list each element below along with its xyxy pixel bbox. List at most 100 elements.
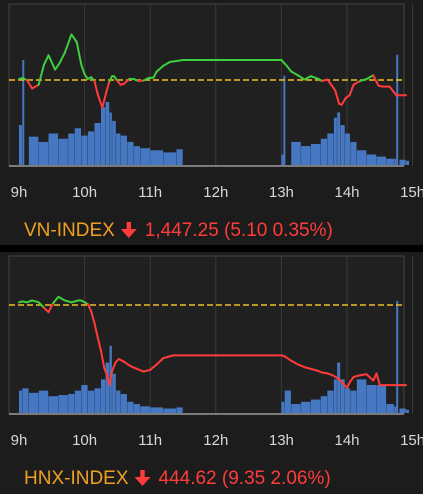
volume-bar <box>281 401 285 413</box>
volume-bar <box>116 133 121 165</box>
price-segment <box>296 363 306 369</box>
price-segment <box>57 295 66 302</box>
volume-bar <box>105 102 110 165</box>
price-segment <box>285 64 293 73</box>
volume-bar <box>340 379 345 413</box>
volume-bars <box>19 54 410 165</box>
hnx-index-chart: 9h 10h 11h 12h 13h 14h 15h HNX-INDEX 444.62 (9.3… <box>8 255 423 489</box>
price-segment <box>70 33 78 43</box>
volume-bar <box>284 390 291 413</box>
volume-bar <box>74 390 82 413</box>
price-segment <box>111 361 117 372</box>
volume-bar <box>301 146 311 165</box>
price-segment <box>93 79 99 96</box>
price-segment <box>63 299 73 304</box>
volume-bar <box>386 404 394 413</box>
x-tick-label-10h: 10h <box>72 432 97 449</box>
volume-bar <box>94 123 101 165</box>
x-tick-label-9h: 9h <box>11 432 28 449</box>
volume-bar <box>58 138 68 165</box>
volume-bar <box>337 362 341 413</box>
price-segment <box>290 359 299 366</box>
price-segment <box>149 363 158 371</box>
price-segment <box>42 306 50 314</box>
price-segment <box>25 79 34 90</box>
price-segment <box>290 70 299 77</box>
volume-bar <box>310 399 321 413</box>
volume-bar <box>366 385 377 413</box>
price-segment <box>142 368 152 373</box>
x-tick-label-15h: 15h <box>400 184 423 201</box>
x-tick-label-10h: 10h <box>72 184 97 201</box>
volume-bar <box>140 148 150 165</box>
price-segment <box>162 354 175 360</box>
x-tick-label-14h: 14h <box>334 432 359 449</box>
volume-bar <box>163 408 177 413</box>
volume-bar <box>281 154 284 165</box>
volume-bar <box>320 396 328 413</box>
x-tick-label-11h: 11h <box>138 184 162 201</box>
volume-bar <box>301 401 311 413</box>
price-segment <box>365 373 375 382</box>
volume-bar <box>291 141 301 165</box>
price-segment <box>309 367 319 372</box>
hnx-index-panel: 9h 10h 11h 12h 13h 14h 15h HNX-INDEX 444.62 (9.3… <box>0 252 423 494</box>
volume-bar <box>109 112 112 165</box>
volume-bar <box>22 388 29 413</box>
x-tick-label-11h: 11h <box>138 432 162 449</box>
down-arrow-icon <box>134 470 151 486</box>
volume-bar <box>176 149 183 165</box>
price-segment <box>101 91 108 109</box>
price-segment <box>105 79 111 94</box>
price-segment <box>365 74 375 81</box>
volume-bar <box>399 408 406 413</box>
volume-bar <box>140 406 150 413</box>
price-segment <box>90 310 96 324</box>
volume-bar <box>327 133 334 165</box>
volume-bar <box>87 131 95 165</box>
volume-bar <box>48 396 59 413</box>
price-segment <box>348 83 355 97</box>
price-segment <box>31 83 40 90</box>
plot-area <box>8 255 405 415</box>
price-segment <box>70 299 80 304</box>
price-segment <box>372 74 380 87</box>
price-segment <box>155 64 165 73</box>
volume-bar <box>396 54 399 165</box>
price-segment <box>296 74 306 81</box>
volume-bar <box>105 362 110 413</box>
price-segment <box>37 63 45 86</box>
volume-bar <box>68 393 75 413</box>
x-tick-label-12h: 12h <box>203 432 228 449</box>
volume-bar <box>150 150 164 165</box>
volume-bar <box>120 393 127 413</box>
price-segment <box>162 60 171 67</box>
volume-bar <box>345 133 350 165</box>
volume-bar <box>356 379 367 413</box>
price-segment <box>283 355 293 362</box>
x-tick-label-9h: 9h <box>11 184 28 201</box>
volume-bar <box>333 117 337 165</box>
index-title: HNX-INDEX 444.62 (9.35 2.06%) <box>24 468 331 489</box>
price-segment <box>86 303 93 313</box>
volume-bar <box>28 392 39 413</box>
volume-bars <box>19 301 410 413</box>
price-segment <box>136 367 145 373</box>
volume-bar <box>101 379 106 413</box>
price-segment <box>359 78 368 82</box>
volume-bar <box>74 128 82 165</box>
volume-bar <box>81 135 88 165</box>
price-segment <box>47 302 55 314</box>
x-tick-label-13h: 13h <box>269 432 294 449</box>
price-segment <box>359 373 368 377</box>
price-segment <box>280 59 288 67</box>
price-segment <box>31 299 40 304</box>
volume-bar <box>19 125 22 165</box>
volume-bar <box>28 136 39 165</box>
volume-bar <box>58 395 68 413</box>
price-segment <box>54 61 61 71</box>
volume-bar <box>19 390 22 413</box>
price-segment <box>96 336 102 352</box>
volume-bar <box>356 150 367 165</box>
volume-bar <box>350 141 357 165</box>
